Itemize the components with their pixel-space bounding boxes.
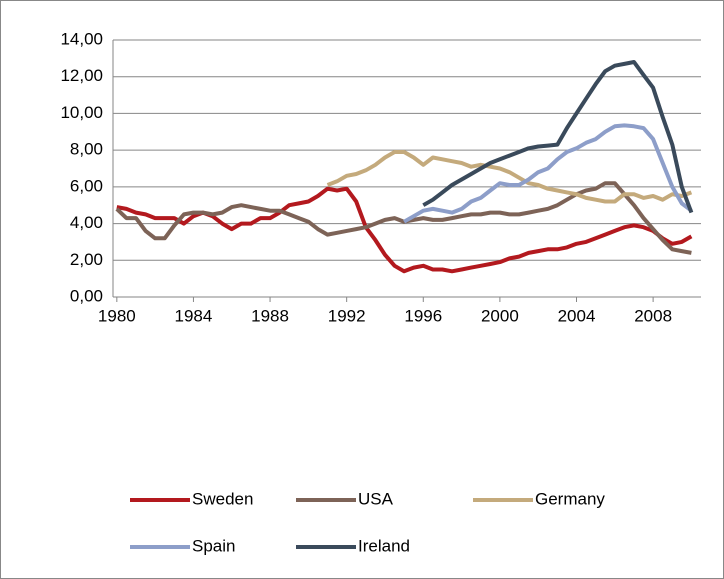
x-tick-label: 1980 <box>98 306 136 325</box>
legend-label: Germany <box>535 489 605 508</box>
y-tick-label: 14,00 <box>60 29 103 48</box>
series-line <box>422 60 694 214</box>
legend-label: Ireland <box>358 536 410 555</box>
y-tick-label: 8,00 <box>70 140 103 159</box>
series-line <box>326 150 693 204</box>
legend-label: Sweden <box>192 489 253 508</box>
x-tick-label: 1988 <box>251 306 289 325</box>
y-tick-label: 10,00 <box>60 103 103 122</box>
x-tick-label: 1992 <box>328 306 366 325</box>
y-tick-label: 12,00 <box>60 66 103 85</box>
x-tick-label: 2004 <box>558 306 596 325</box>
x-tick-label: 2000 <box>481 306 519 325</box>
y-tick-label: 2,00 <box>70 250 103 269</box>
x-tick-label: 2008 <box>634 306 672 325</box>
legend-label: Spain <box>192 536 235 555</box>
legend-label: USA <box>358 489 394 508</box>
y-tick-label: 4,00 <box>70 213 103 232</box>
series-line <box>403 123 693 224</box>
y-tick-label: 0,00 <box>70 286 103 305</box>
x-tick-label: 1996 <box>404 306 442 325</box>
x-tick-label: 1984 <box>175 306 213 325</box>
y-tick-label: 6,00 <box>70 176 103 195</box>
